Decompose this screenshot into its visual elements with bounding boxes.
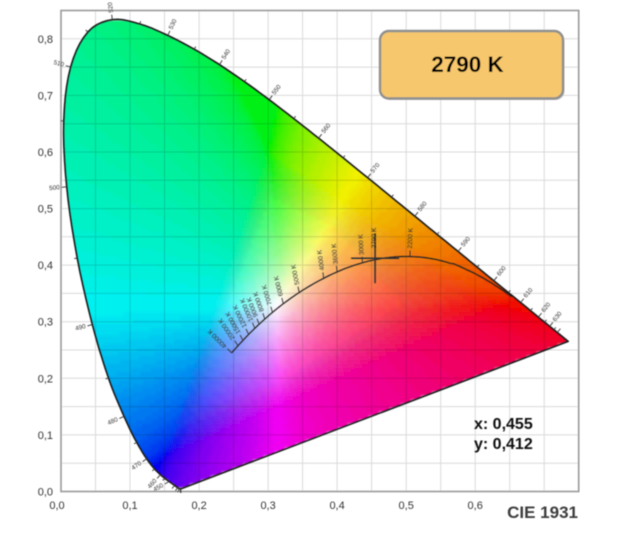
svg-text:5000 K: 5000 K [290,263,301,285]
svg-text:500: 500 [49,184,61,192]
svg-text:0,6: 0,6 [38,147,53,159]
svg-text:0,1: 0,1 [122,500,137,512]
svg-text:0,2: 0,2 [191,500,206,512]
svg-text:0,4: 0,4 [329,500,344,512]
svg-text:2790 K: 2790 K [431,52,504,77]
svg-text:2790 K: 2790 K [371,227,378,248]
svg-text:0,6: 0,6 [468,500,483,512]
svg-text:520: 520 [107,1,115,13]
svg-text:y: 0,412: y: 0,412 [474,436,533,453]
svg-text:0,5: 0,5 [38,204,53,216]
svg-text:2200 K: 2200 K [407,227,415,248]
svg-text:490: 490 [75,323,87,333]
svg-text:450: 450 [152,482,165,494]
svg-text:x: 0,455: x: 0,455 [474,416,533,433]
svg-text:3000 K: 3000 K [358,233,366,255]
svg-text:CIE 1931: CIE 1931 [507,503,578,522]
svg-text:530: 530 [168,18,179,31]
svg-text:0,5: 0,5 [399,500,414,512]
svg-text:0,8: 0,8 [38,34,53,46]
svg-text:0,2: 0,2 [38,373,53,385]
svg-text:0,0: 0,0 [49,500,64,512]
svg-text:540: 540 [221,48,233,61]
svg-text:0,0: 0,0 [38,487,53,499]
svg-text:0,7: 0,7 [38,90,53,102]
svg-text:0,3: 0,3 [260,500,275,512]
svg-text:0,4: 0,4 [38,260,53,272]
svg-text:3600 K: 3600 K [331,242,340,264]
svg-text:510: 510 [53,59,65,69]
svg-text:0,1: 0,1 [38,430,53,442]
svg-text:480: 480 [107,416,120,427]
svg-text:4000 K: 4000 K [316,249,326,271]
svg-text:0,3: 0,3 [38,317,53,329]
svg-text:6000 K: 6000 K [273,274,285,296]
